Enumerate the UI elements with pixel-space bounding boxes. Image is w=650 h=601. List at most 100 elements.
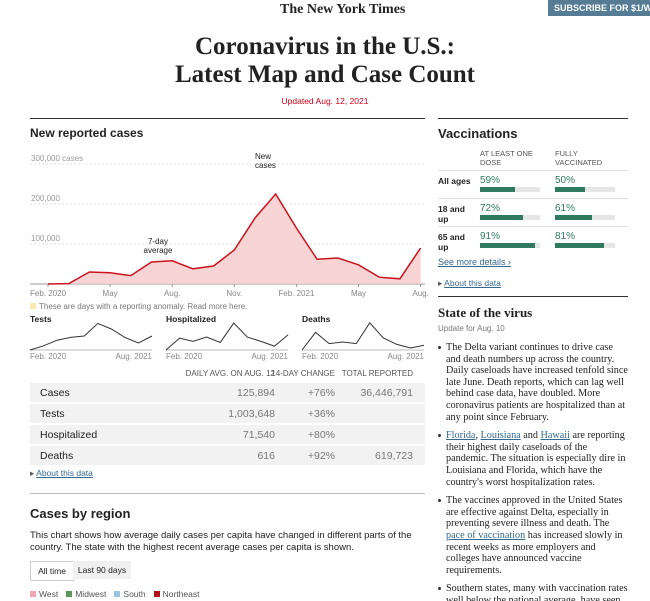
column-header: DAILY AVG. ON AUG. 12 [185,369,275,378]
bullet: Florida, Louisiana and Hawaii are report… [438,430,628,488]
bar [555,187,585,192]
update-date: Update for Aug. 10 [438,324,505,333]
x-tick-label: Aug. [412,289,428,298]
updated: Updated Aug. 12, 2021 [281,96,369,106]
sparkline [301,321,425,351]
more-link[interactable]: See more details › [438,257,512,267]
link[interactable]: Hawaii [540,430,570,442]
x-tick-label: Feb. 2020 [30,352,67,361]
cell-value: 619,723 [375,450,413,462]
cell-value: 36,446,791 [360,387,413,399]
row-label: Deaths [40,450,74,462]
text: , [475,430,481,442]
column-header: AT LEAST ONE DOSE [480,149,533,167]
table-row: Cases 125,894 +76% 36,446,791 [30,383,425,402]
toggle-button[interactable]: All time [30,561,74,581]
x-tick-label: Aug. 2021 [116,352,153,361]
bar [555,243,604,248]
vaccination-row: 65 and up 91% 81% [438,226,628,254]
text: are reporting their highest daily caselo… [446,430,626,488]
row-label: Tests [40,408,65,420]
table-row: Tests 1,003,648 +36% [30,404,425,423]
y-tick-label: 300,000 cases [31,154,83,163]
about-text[interactable]: About this data [36,468,93,478]
subscribe-button[interactable]: SUBSCRIBE FOR $1/W [548,0,650,16]
legend-swatch [66,591,73,597]
section-title: Vaccinations [438,126,518,141]
case-area [48,194,421,284]
row-label: Hospitalized [40,429,98,441]
link[interactable]: Florida [446,430,476,442]
cell-value: +76% [307,387,335,399]
sparkline [29,322,153,351]
percent-label: 50% [555,175,576,186]
cell-value: 1,003,648 [228,408,275,420]
link[interactable]: pace of vaccination [446,529,526,541]
rule [30,493,425,494]
legend-item: South [114,589,146,599]
link[interactable]: Louisiana [480,430,521,442]
vaccination-row: All ages 59% 50% [438,170,628,198]
sparkline [165,322,289,351]
x-tick-label: Feb. 2020 [302,352,339,361]
cell-value: +92% [307,450,335,462]
percent-label: 59% [480,175,501,186]
toggle-button[interactable]: Last 90 days [73,561,131,579]
bar [480,215,524,220]
bullet: The Delta variant continues to drive cas… [438,342,628,423]
cell-value: +36% [307,408,335,420]
cell-value: 125,894 [237,387,275,399]
x-tick-label: Aug. [164,289,180,298]
column-header: FULLY VACCINATED [555,149,603,167]
bar [480,243,535,248]
percent-label: 91% [480,231,501,242]
rule [438,296,628,297]
legend-label: Midwest [75,589,107,599]
x-tick-label: Nov. [226,289,242,298]
percent-label: 61% [555,203,576,214]
about-link[interactable]: ▸ About this data [30,468,93,478]
bar [555,215,592,220]
annotation: 7-day average [143,237,173,255]
legend-label: Northeast [162,589,200,599]
row-label: Cases [40,387,70,399]
column-header: TOTAL REPORTED [341,369,413,378]
text: has increased slowly in recent weeks as … [446,529,623,576]
bar [480,187,516,192]
text: and [520,430,541,442]
percent-label: 72% [480,203,501,214]
table-row: Hospitalized 71,540 +80% [30,425,425,444]
about-text[interactable]: About this data [444,278,501,288]
vaccination-row: 18 and up 72% 61% [438,198,628,226]
y-tick-label: 200,000 [31,194,60,203]
x-tick-label: May [103,289,118,298]
bullet-list: The Delta variant continues to drive cas… [438,342,628,601]
rule [30,118,425,119]
row-label: All ages [438,176,471,186]
cell-value: 616 [257,450,275,462]
note-text: These are days with a reporting anomaly.… [39,302,248,311]
legend-swatch [114,591,121,597]
sparkline-title: Deaths [302,314,331,324]
legend-item: West [30,589,58,599]
title-line: Latest Map and Case Count [174,61,476,88]
bullet: Southern states, many with vaccination r… [438,583,628,601]
x-tick-label: Feb. 2020 [30,289,67,298]
x-tick-label: May [351,289,366,298]
legend-label: West [39,589,59,599]
bullet: The vaccines approved in the United Stat… [438,495,628,576]
page-title: Coronavirus in the U.S.: Latest Map and … [0,33,650,89]
cell-value: 71,540 [242,429,275,441]
rule [438,118,628,119]
logo[interactable]: The New York Times [280,2,406,17]
about-link[interactable]: ▸ About this data [438,278,501,288]
text: Southern states, many with vaccination r… [446,583,628,601]
annotation: New cases [255,152,276,170]
x-tick-label: Feb. 2021 [278,289,315,298]
region-description: This chart shows how average daily cases… [30,530,412,553]
x-tick-label: Feb. 2020 [166,352,203,361]
case-line [47,192,422,285]
x-tick-label: Aug. 2021 [388,352,425,361]
anomaly-note: These are days with a reporting anomaly.… [30,302,247,311]
